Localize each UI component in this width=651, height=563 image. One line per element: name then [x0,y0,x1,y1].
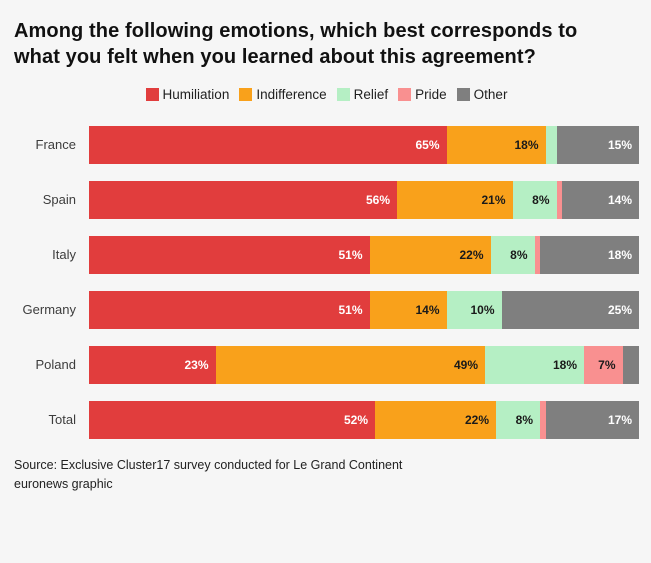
stacked-bar-chart: France 65% 18% 15% Spain 56% 21% 8% 14% Italy 51% 2… [14,125,639,439]
segment-value-label: 52% [343,412,368,427]
stacked-bar: 52% 22% 8% 17% [89,400,639,439]
bar-segment-other: 15% [556,125,639,164]
legend-item: Relief [336,86,389,102]
category-label: Total [48,412,76,428]
segment-value-label: 15% [607,137,632,152]
chart-title: Among the following emotions, which best… [14,20,578,69]
segment-value-label: 18% [607,247,632,262]
legend-label: Pride [415,86,447,102]
source-note: Source: Exclusive Cluster17 survey condu… [14,456,639,495]
chart-row: France 65% 18% 15% [14,125,639,164]
bar-segment-humiliation: 52% [89,400,375,439]
stacked-bar: 51% 22% 8% 18% [89,235,639,274]
bar-segment-indifference: 14% [369,290,447,329]
segment-value-label: 65% [415,137,440,152]
bar-segment-indifference: 21% [397,180,513,219]
bar-segment-relief [545,125,557,164]
bar-segment-indifference: 18% [446,125,546,164]
stacked-bar: 51% 14% 10% 25% [89,290,639,329]
source-line: Source: Exclusive Cluster17 survey condu… [14,457,403,472]
bar-segment-humiliation: 51% [89,290,370,329]
segment-value-label: 8% [532,192,550,207]
legend-item: Pride [398,87,447,102]
bar-segment-other: 17% [545,400,639,439]
category-label: Germany [22,302,76,318]
bar-segment-relief: 8% [490,235,535,274]
segment-value-label: 25% [607,302,632,317]
chart-row: Total 52% 22% 8% 17% [14,400,639,439]
segment-value-label: 8% [510,247,528,262]
segment-value-label: 7% [598,357,616,372]
segment-value-label: 51% [338,302,363,317]
legend-label: Indifference [256,86,327,102]
segment-value-label: 21% [481,192,506,207]
segment-value-label: 17% [607,412,632,427]
segment-value-label: 22% [464,412,489,427]
legend-label: Humiliation [162,86,230,102]
bar-segment-pride [540,400,546,439]
category-label: Spain [42,192,76,208]
legend-swatch-icon [336,87,350,101]
legend-label: Other [473,86,508,102]
segment-value-label: 10% [470,302,495,317]
category-label: France [35,137,76,153]
chart-row: Spain 56% 21% 8% 14% [14,180,639,219]
legend-item: Indifference [239,86,327,102]
bar-segment-other: 18% [540,235,639,274]
segment-value-label: 51% [338,247,363,262]
bar-segment-other [622,345,639,384]
bar-segment-pride [556,180,562,219]
source-credit: euronews graphic [14,477,113,492]
bar-segment-relief: 18% [485,345,584,384]
bar-segment-pride: 7% [584,345,623,384]
legend-item: Other [456,86,508,102]
bar-segment-humiliation: 65% [89,125,447,164]
legend-item: Humiliation [145,86,230,102]
chart-row: Poland 23% 49% 18% 7% [14,345,639,384]
stacked-bar: 23% 49% 18% 7% [89,345,639,384]
segment-value-label: 14% [607,192,632,207]
segment-value-label: 49% [453,357,478,372]
legend-swatch-icon [145,87,159,101]
stacked-bar: 56% 21% 8% 14% [89,180,639,219]
bar-segment-indifference: 49% [215,345,485,384]
bar-segment-indifference: 22% [369,235,491,274]
legend-swatch-icon [398,87,412,101]
legend-label: Relief [353,86,389,102]
category-label: Poland [35,357,76,373]
bar-segment-relief: 8% [496,400,540,439]
chart-row: Italy 51% 22% 8% 18% [14,235,639,274]
segment-value-label: 56% [365,192,390,207]
segment-value-label: 14% [415,302,440,317]
bar-segment-humiliation: 23% [89,345,216,384]
bar-segment-relief: 8% [512,180,557,219]
segment-value-label: 22% [459,247,484,262]
bar-segment-humiliation: 56% [89,180,397,219]
segment-value-label: 8% [515,412,533,427]
chart-row: Germany 51% 14% 10% 25% [14,290,639,329]
segment-value-label: 18% [552,357,577,372]
legend-swatch-icon [456,87,470,101]
bar-segment-other: 25% [501,290,639,329]
bar-segment-other: 14% [562,180,639,219]
segment-value-label: 23% [184,357,209,372]
bar-segment-humiliation: 51% [89,235,370,274]
bar-segment-indifference: 22% [375,400,496,439]
legend-swatch-icon [239,87,253,101]
stacked-bar: 65% 18% 15% [89,125,639,164]
segment-value-label: 18% [514,137,539,152]
bar-segment-pride [534,235,540,274]
category-label: Italy [52,247,76,263]
bar-segment-relief: 10% [446,290,502,329]
legend: Humiliation Indifference Relief Pride Other [14,87,639,102]
